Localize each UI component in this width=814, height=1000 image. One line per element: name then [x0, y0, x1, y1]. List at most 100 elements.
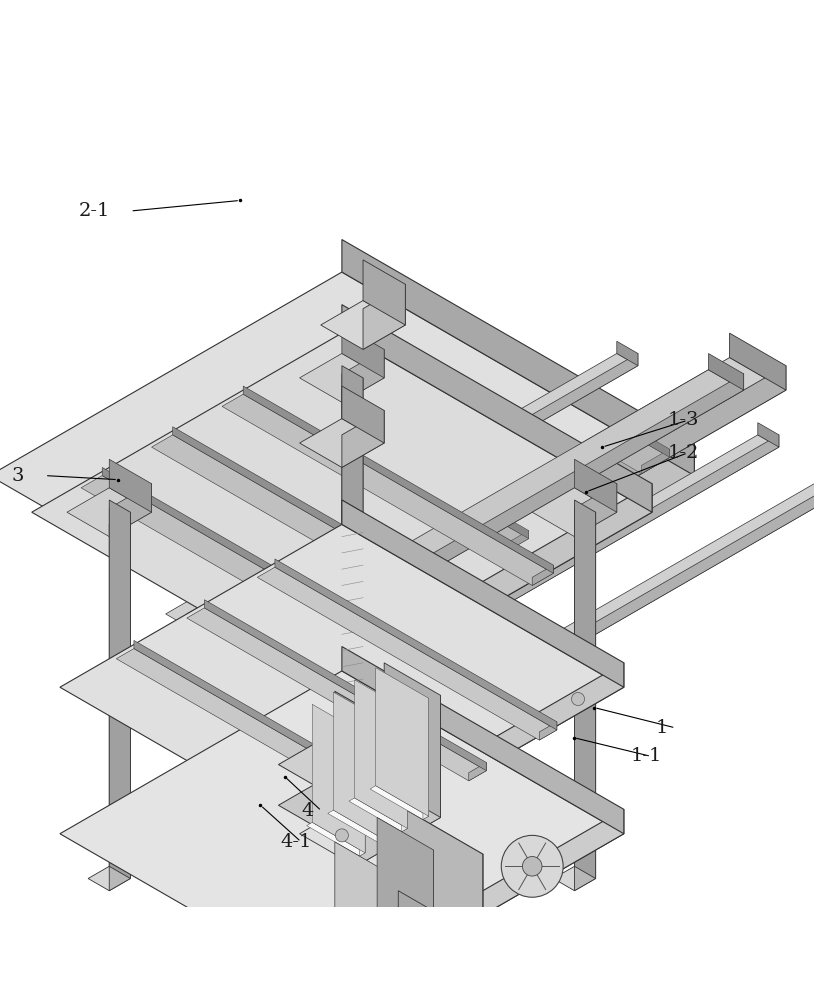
Polygon shape [641, 449, 670, 474]
Polygon shape [462, 606, 483, 626]
Polygon shape [243, 386, 554, 573]
Polygon shape [300, 622, 384, 671]
Polygon shape [342, 325, 384, 378]
Polygon shape [278, 773, 377, 830]
Polygon shape [342, 634, 363, 1000]
Polygon shape [334, 692, 387, 841]
Polygon shape [356, 695, 440, 866]
Polygon shape [575, 512, 596, 891]
Polygon shape [575, 459, 617, 512]
Polygon shape [300, 353, 384, 402]
Polygon shape [60, 671, 624, 997]
Polygon shape [109, 500, 130, 879]
Polygon shape [620, 421, 670, 457]
Polygon shape [363, 284, 405, 349]
Text: 1-2: 1-2 [667, 444, 699, 462]
Polygon shape [479, 502, 528, 539]
Polygon shape [539, 722, 557, 740]
Text: 4: 4 [301, 802, 313, 820]
Polygon shape [342, 911, 434, 964]
Polygon shape [335, 842, 392, 968]
Polygon shape [575, 484, 617, 537]
Polygon shape [109, 459, 151, 512]
Polygon shape [257, 394, 708, 667]
Polygon shape [310, 592, 387, 636]
Polygon shape [398, 476, 814, 748]
Polygon shape [300, 785, 440, 866]
Text: 3: 3 [12, 467, 24, 485]
Circle shape [501, 835, 563, 897]
Polygon shape [342, 484, 652, 691]
Polygon shape [109, 512, 130, 891]
Polygon shape [729, 333, 786, 390]
Polygon shape [278, 626, 363, 675]
Circle shape [523, 857, 542, 876]
Polygon shape [67, 488, 151, 537]
Text: 1-3: 1-3 [667, 411, 699, 429]
Polygon shape [0, 272, 694, 679]
Polygon shape [307, 435, 779, 708]
Circle shape [335, 829, 348, 842]
Polygon shape [342, 443, 694, 679]
Polygon shape [549, 461, 599, 498]
Polygon shape [377, 817, 434, 944]
Polygon shape [360, 612, 387, 636]
Polygon shape [402, 710, 408, 832]
Polygon shape [321, 301, 405, 349]
Polygon shape [342, 240, 694, 476]
Polygon shape [342, 512, 363, 866]
Polygon shape [335, 691, 377, 756]
Polygon shape [300, 419, 384, 467]
Text: 2-1: 2-1 [78, 202, 110, 220]
Polygon shape [356, 874, 392, 988]
Polygon shape [381, 551, 458, 596]
Polygon shape [151, 435, 483, 626]
Polygon shape [451, 510, 528, 555]
Polygon shape [423, 698, 429, 819]
Polygon shape [342, 305, 652, 512]
Polygon shape [204, 600, 487, 771]
Polygon shape [575, 500, 596, 879]
Polygon shape [257, 567, 557, 740]
Polygon shape [342, 809, 624, 997]
Polygon shape [398, 803, 416, 822]
Polygon shape [339, 583, 387, 620]
Polygon shape [342, 378, 363, 756]
Polygon shape [360, 735, 365, 856]
Polygon shape [377, 476, 814, 748]
Polygon shape [342, 386, 384, 443]
Polygon shape [349, 798, 408, 832]
Polygon shape [236, 394, 708, 667]
Polygon shape [381, 723, 387, 844]
Polygon shape [321, 732, 363, 756]
Polygon shape [571, 490, 599, 514]
Polygon shape [116, 649, 416, 822]
Polygon shape [222, 394, 554, 585]
Polygon shape [186, 608, 487, 781]
Polygon shape [758, 423, 779, 447]
Polygon shape [335, 732, 377, 797]
Polygon shape [342, 594, 384, 647]
Polygon shape [173, 427, 483, 614]
Polygon shape [32, 333, 652, 691]
Polygon shape [313, 704, 365, 853]
Circle shape [571, 693, 584, 706]
Polygon shape [271, 907, 497, 1000]
Polygon shape [342, 618, 384, 671]
Polygon shape [321, 716, 377, 789]
Polygon shape [134, 640, 416, 811]
Text: 1: 1 [655, 719, 667, 737]
Polygon shape [292, 374, 744, 651]
Polygon shape [186, 353, 638, 626]
Text: 1-1: 1-1 [631, 747, 663, 765]
Polygon shape [321, 610, 363, 675]
Polygon shape [257, 370, 744, 651]
Circle shape [371, 960, 412, 1000]
Polygon shape [321, 842, 363, 866]
Polygon shape [342, 647, 624, 834]
Polygon shape [342, 410, 384, 467]
Polygon shape [236, 358, 786, 675]
Polygon shape [342, 500, 624, 687]
Polygon shape [60, 524, 624, 850]
Polygon shape [398, 891, 497, 964]
